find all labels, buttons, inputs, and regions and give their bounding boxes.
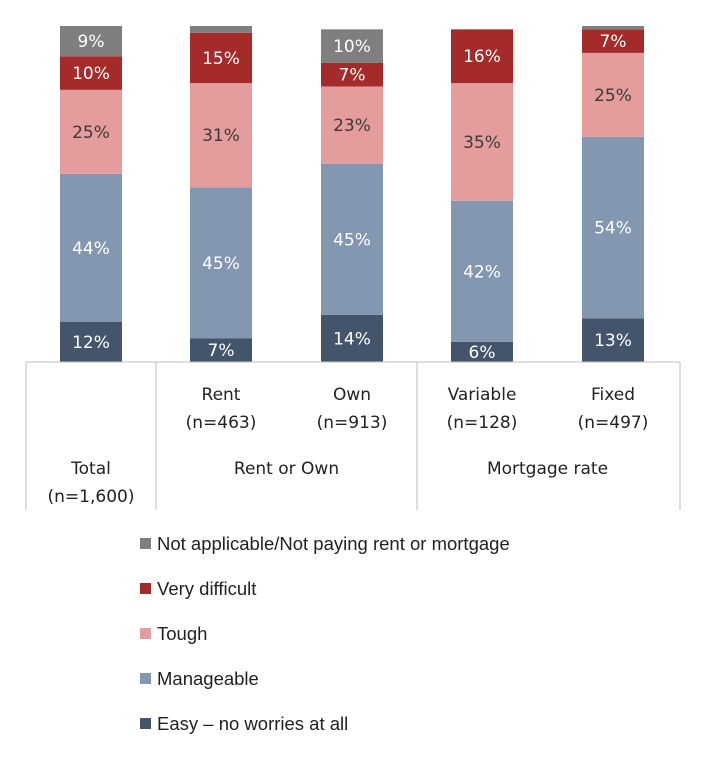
data-label: 15% — [202, 49, 240, 69]
bar-segment — [321, 86, 383, 164]
data-label: 35% — [463, 133, 501, 153]
bar-segment — [321, 29, 383, 63]
bar-segment — [582, 136, 644, 319]
group-label: Rent or Own — [234, 459, 339, 479]
bar-segment — [451, 200, 513, 342]
legend-item: Manageable — [140, 667, 510, 690]
legend-item: Tough — [140, 622, 510, 645]
bar-segment — [321, 163, 383, 315]
legend-swatch — [140, 583, 151, 594]
data-label: 16% — [463, 47, 501, 67]
legend-swatch — [140, 718, 151, 729]
data-label: 10% — [72, 64, 110, 84]
bar-segment — [451, 83, 513, 201]
bar-segment — [190, 83, 252, 188]
data-label: 13% — [594, 331, 632, 351]
bar-segment — [190, 32, 252, 84]
data-label: 9% — [78, 32, 105, 52]
data-label: 7% — [600, 32, 627, 52]
legend-label: Very difficult — [157, 577, 257, 599]
data-label: 7% — [339, 66, 366, 86]
bar-segment — [582, 29, 644, 53]
data-label: 14% — [333, 329, 371, 349]
bar-segment — [190, 26, 252, 33]
bar-segment — [60, 26, 122, 57]
category-sample-size: (n=1,600) — [48, 487, 135, 507]
legend-item: Very difficult — [140, 577, 510, 600]
data-label: 6% — [469, 343, 496, 363]
data-label: 25% — [72, 123, 110, 143]
bar-segment — [60, 321, 122, 362]
legend-swatch — [140, 628, 151, 639]
category-label: Total — [70, 459, 111, 479]
data-label: 7% — [208, 341, 235, 361]
data-label: 10% — [333, 37, 371, 57]
bar-segment — [582, 318, 644, 362]
category-label: Rent — [202, 385, 241, 405]
legend-label: Tough — [157, 622, 208, 644]
legend-label: Easy – no worries at all — [157, 712, 349, 734]
legend-label: Not applicable/Not paying rent or mortga… — [157, 532, 510, 554]
data-label: 12% — [72, 333, 110, 353]
bar-segment — [451, 341, 513, 362]
bar-segment — [190, 338, 252, 362]
data-label: 45% — [333, 230, 371, 250]
category-sample-size: (n=497) — [578, 413, 649, 433]
data-label: 42% — [463, 262, 501, 282]
bar-segment — [60, 89, 122, 174]
category-sample-size: (n=128) — [447, 413, 518, 433]
bar-segment — [451, 29, 513, 84]
data-label: 45% — [202, 254, 240, 274]
category-label: Variable — [448, 385, 517, 405]
data-label: 54% — [594, 219, 632, 239]
category-sample-size: (n=463) — [186, 413, 257, 433]
data-label: 25% — [594, 86, 632, 106]
bar-segment — [582, 52, 644, 137]
legend-swatch — [140, 538, 151, 549]
category-label: Fixed — [591, 385, 635, 405]
category-sample-size: (n=913) — [317, 413, 388, 433]
group-label: Mortgage rate — [487, 459, 608, 479]
legend-label: Manageable — [157, 667, 259, 689]
data-label: 31% — [202, 126, 240, 146]
category-label: Own — [333, 385, 371, 405]
legend-item: Easy – no worries at all — [140, 712, 510, 735]
stacked-bar-chart: 12% 7% 14% 6% 13% 44% 45% 45% 42% 54% 25% 31% 23% 35%… — [25, 26, 681, 510]
legend: Not applicable/Not paying rent or mortga… — [140, 532, 510, 757]
bar-segment — [60, 56, 122, 90]
data-label: 44% — [72, 239, 110, 259]
bar-segment — [321, 62, 383, 87]
data-label: 23% — [333, 116, 371, 136]
bar-segment — [60, 173, 122, 322]
bar-segment — [190, 187, 252, 339]
legend-item: Not applicable/Not paying rent or mortga… — [140, 532, 510, 555]
legend-swatch — [140, 673, 151, 684]
bar-segment — [582, 26, 644, 30]
bar-segment — [321, 314, 383, 362]
